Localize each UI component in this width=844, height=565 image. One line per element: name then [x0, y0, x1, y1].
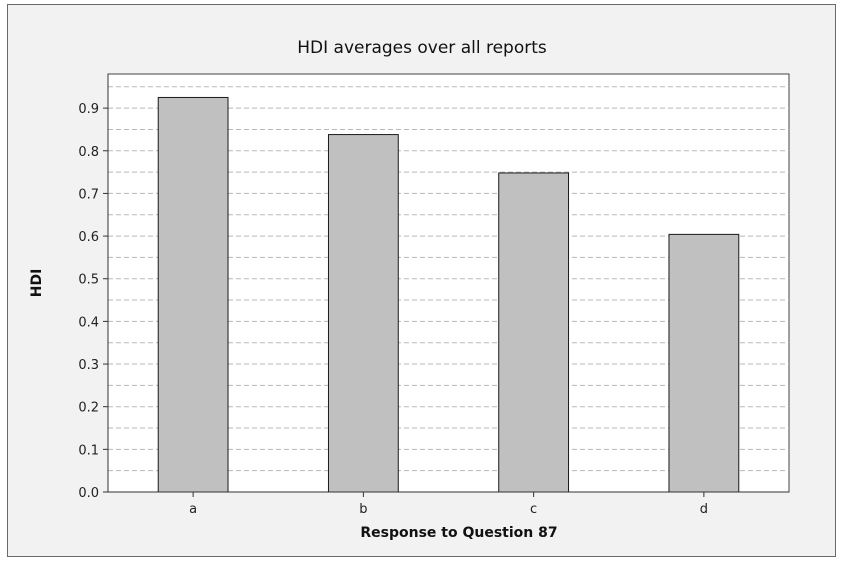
x-tick-label: b — [359, 502, 367, 517]
x-tick-label: c — [530, 502, 537, 517]
y-axis: 0.0 0.1 0.2 0.3 0.4 0.5 0.6 0.7 0.8 0.9 — [78, 74, 109, 501]
bar-d — [668, 233, 740, 493]
y-tick-label: 0.2 — [78, 401, 99, 416]
chart-title: HDI averages over all reports — [297, 38, 547, 58]
x-axis: a b c d — [108, 491, 789, 517]
y-tick-label: 0.8 — [78, 145, 99, 160]
y-tick-label: 0.7 — [78, 187, 99, 202]
x-tick-label: a — [189, 502, 197, 517]
y-tick-label: 0.5 — [78, 273, 99, 288]
y-tick-label: 0.0 — [78, 486, 99, 501]
y-tick-label: 0.4 — [78, 315, 99, 330]
x-axis-title: Response to Question 87 — [360, 525, 557, 541]
bar-a — [157, 96, 229, 493]
y-tick-label: 0.1 — [78, 443, 99, 458]
bar-chart: HDI averages over all reports 0.00.10.20… — [29, 38, 790, 541]
y-tick-label: 0.3 — [78, 358, 99, 373]
bar-b — [327, 134, 399, 493]
x-tick-label: d — [700, 502, 708, 517]
bars — [157, 96, 740, 493]
chart-frame: HDI averages over all reports 0.0 0.1 0.2 0… — [7, 4, 836, 557]
bar-c — [498, 172, 570, 493]
y-tick-label: 0.6 — [78, 230, 99, 245]
y-tick-label: 0.9 — [78, 102, 99, 117]
y-axis-title: HDI — [29, 269, 45, 298]
